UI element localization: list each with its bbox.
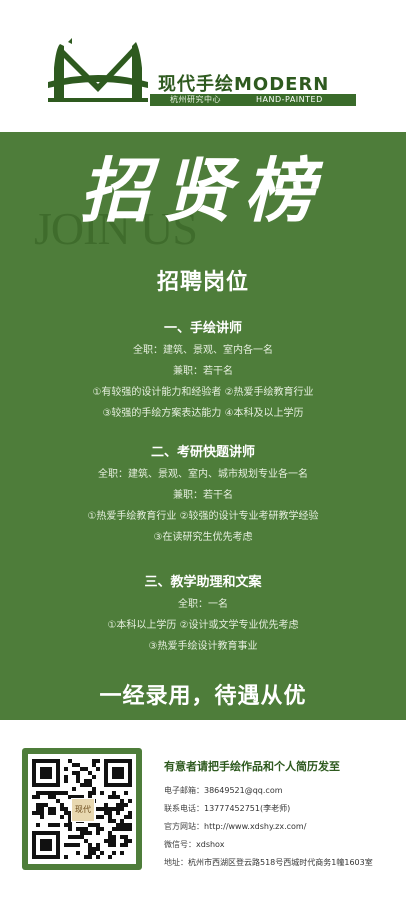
contact-phone: 联系电话：13777452751(李老师) bbox=[164, 804, 291, 813]
job-detail: 全职：一名 bbox=[178, 599, 228, 610]
website-link[interactable]: http://www.xdshy.zx.com/ bbox=[204, 822, 307, 831]
contact-address: 地址：杭州市西湖区登云路518号西城时代商务1幢1603室 bbox=[164, 858, 373, 867]
brand-tagline-bar bbox=[150, 94, 356, 106]
job-title: 二、考研快题讲师 bbox=[150, 445, 255, 460]
job-title: 三、教学助理和文案 bbox=[144, 575, 262, 590]
address-value: 杭州市西湖区登云路518号西城时代商务1幢1603室 bbox=[188, 858, 373, 867]
job-section: 二、考研快题讲师 全职：建筑、景观、室内、城市规划专业各一名 兼职：若干名 ①热… bbox=[0, 442, 406, 548]
brand-logo-icon bbox=[48, 38, 148, 102]
job-detail: ①本科以上学历 ②设计或文学专业优先考虑 bbox=[107, 620, 299, 631]
phone-value: 13777452751(李老师) bbox=[204, 804, 291, 813]
brand-subtitle-en: HAND-PAINTED bbox=[256, 95, 323, 104]
contact-website: 官方网站：http://www.xdshy.zx.com/ bbox=[164, 822, 307, 831]
qr-code-icon bbox=[32, 759, 132, 859]
email-link[interactable]: 38649521@qq.com bbox=[204, 786, 283, 795]
brand-subtitle-zh: 杭州研究中心 bbox=[170, 95, 221, 104]
contact-wechat: 微信号：xdshox bbox=[164, 840, 225, 849]
main-panel: JOIN US 招贤榜 招聘岗位 一、手绘讲师 全职：建筑、景观、室内各一名 兼… bbox=[0, 132, 406, 720]
brand-name: 现代手绘MODERN bbox=[158, 74, 330, 95]
header: 现代手绘MODERN 杭州研究中心 HAND-PAINTED bbox=[0, 0, 406, 132]
qr-code-inner: 现代 bbox=[28, 754, 136, 864]
job-section: 一、手绘讲师 全职：建筑、景观、室内各一名 兼职：若干名 ①有较强的设计能力和经… bbox=[0, 318, 406, 424]
join-us-watermark: JOIN US bbox=[34, 203, 198, 254]
footer: 现代 有意者请把手绘作品和个人简历发至 电子邮箱：38649521@qq.com… bbox=[0, 720, 406, 900]
job-detail: 兼职：若干名 bbox=[173, 490, 233, 501]
job-detail: 全职：建筑、景观、室内各一名 bbox=[133, 345, 273, 356]
wechat-value: xdshox bbox=[196, 840, 225, 849]
contact-list: 电子邮箱：38649521@qq.com 联系电话：13777452751(李老… bbox=[164, 782, 373, 872]
job-detail: 兼职：若干名 bbox=[173, 366, 233, 377]
job-detail: ③较强的手绘方案表达能力 ④本科及以上学历 bbox=[102, 408, 304, 419]
job-section: 三、教学助理和文案 全职：一名 ①本科以上学历 ②设计或文学专业优先考虑 ③热爱… bbox=[0, 572, 406, 657]
positions-heading: 招聘岗位 bbox=[156, 269, 249, 295]
job-title: 一、手绘讲师 bbox=[163, 321, 242, 336]
job-detail: ①有较强的设计能力和经验者 ②热爱手绘教育行业 bbox=[92, 387, 314, 398]
slogan: 一经录用，待遇从优 bbox=[99, 683, 307, 709]
job-detail: ③热爱手绘设计教育事业 bbox=[148, 641, 258, 652]
contact-heading: 有意者请把手绘作品和个人简历发至 bbox=[164, 760, 340, 773]
job-detail: ①热爱手绘教育行业 ②较强的设计专业考研教学经验 bbox=[87, 511, 319, 522]
qr-code: 现代 bbox=[22, 748, 142, 870]
job-detail: 全职：建筑、景观、室内、城市规划专业各一名 bbox=[98, 469, 308, 480]
hero-title: 招贤榜 bbox=[80, 149, 326, 232]
contact-email: 电子邮箱：38649521@qq.com bbox=[164, 786, 283, 795]
job-detail: ③在读研究生优先考虑 bbox=[153, 532, 253, 543]
qr-logo-badge: 现代 bbox=[71, 798, 95, 822]
